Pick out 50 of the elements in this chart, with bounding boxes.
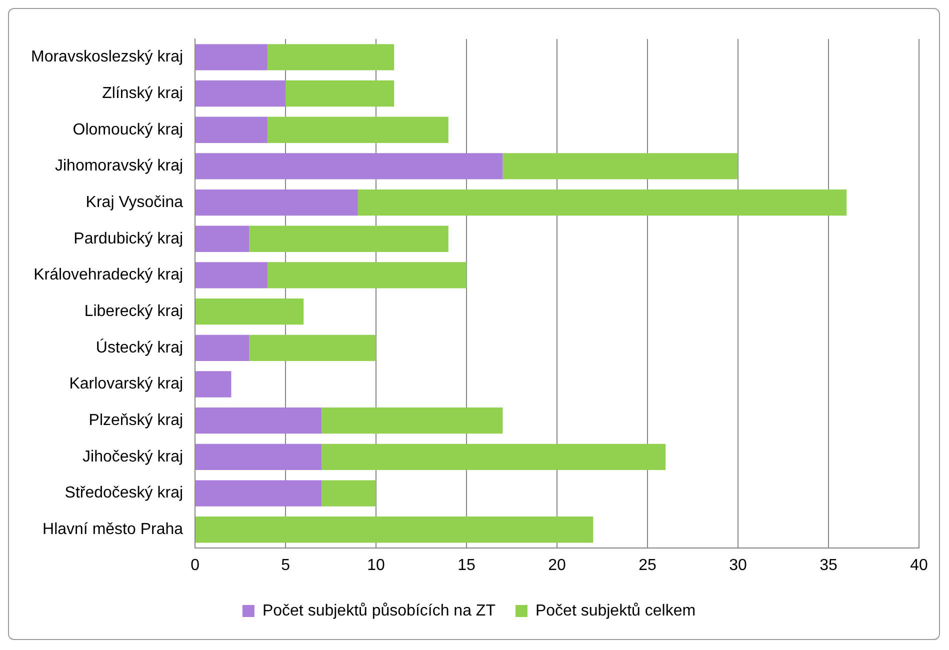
bar: [249, 334, 376, 361]
x-tick-label: 20: [548, 556, 566, 574]
bar: [322, 480, 376, 506]
bar: [502, 153, 738, 180]
y-tick-label: Plzeňský kraj: [88, 412, 184, 430]
y-tick-label: Středočeský kraj: [64, 484, 184, 502]
x-tick-label: 40: [910, 556, 928, 574]
bar: [196, 226, 250, 252]
bar: [196, 408, 322, 434]
y-tick-label: Olomoucký kraj: [72, 121, 184, 138]
bar: [196, 371, 232, 398]
bar: [267, 116, 448, 143]
x-tick-label: 5: [281, 556, 290, 574]
bar: [196, 153, 503, 180]
y-tick-label: Moravskoslezský kraj: [31, 48, 184, 66]
y-tick-label: Pardubický kraj: [74, 230, 184, 248]
bar: [196, 334, 250, 361]
y-tick-label: Hlavní město Praha: [42, 521, 184, 538]
bar: [358, 189, 847, 216]
x-tick-label: 35: [820, 556, 838, 574]
x-tick-label: 25: [638, 556, 657, 574]
y-tick-label: Ústecký kraj: [96, 338, 184, 356]
bar: [196, 516, 594, 543]
bar: [196, 80, 286, 107]
bar: [249, 226, 448, 252]
x-tick-label: 15: [458, 556, 476, 574]
x-tick-label: 0: [190, 556, 200, 574]
y-tick-label: Karlovarský kraj: [69, 376, 184, 393]
bar: [322, 444, 666, 470]
legend-label: Počet subjektů působících na ZT: [262, 602, 496, 620]
bar: [196, 262, 268, 288]
y-tick-label: Liberecký kraj: [84, 302, 184, 320]
x-tick-label: 30: [729, 556, 748, 574]
bar: [196, 444, 322, 470]
bar: [196, 116, 268, 143]
y-tick-label: Jihočeský kraj: [82, 448, 184, 466]
bar: [196, 44, 268, 70]
bar: [196, 298, 304, 325]
y-tick-label: Královehradecký kraj: [34, 266, 184, 284]
legend-label: Počet subjektů celkem: [535, 602, 696, 620]
bar: [322, 408, 503, 434]
y-tick-label: Zlínský kraj: [102, 84, 184, 102]
bar: [267, 44, 394, 70]
x-tick-label: 10: [367, 556, 386, 574]
bar: [196, 480, 322, 506]
bar: [286, 80, 394, 107]
bar: [196, 189, 358, 216]
bar: [267, 262, 467, 288]
y-tick-label: Jihomoravský kraj: [55, 158, 184, 175]
y-tick-label: Kraj Vysočina: [86, 194, 184, 211]
